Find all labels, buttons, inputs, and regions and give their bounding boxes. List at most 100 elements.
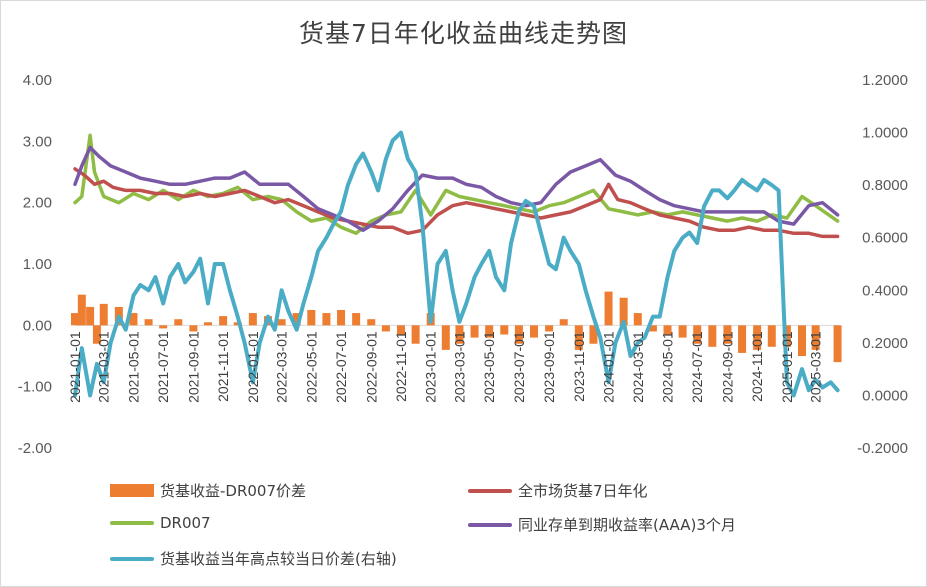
x-tick-label: 2024-01-01 bbox=[601, 331, 617, 403]
bar-spread bbox=[530, 325, 538, 338]
bar-spread bbox=[189, 325, 198, 332]
bar-spread bbox=[219, 316, 228, 326]
bar-spread bbox=[411, 325, 420, 344]
bar-spread bbox=[648, 325, 657, 332]
y-left-tick-label: 3.00 bbox=[23, 133, 52, 150]
bar-spread bbox=[738, 325, 747, 353]
x-tick-label: 2021-07-01 bbox=[155, 331, 171, 403]
x-tick-label: 2022-07-01 bbox=[333, 331, 349, 403]
y-left-tick-label: 4.00 bbox=[23, 72, 52, 89]
bar-spread bbox=[204, 322, 213, 326]
bar-spread bbox=[337, 310, 346, 326]
line-dr007 bbox=[73, 133, 840, 236]
bar-spread bbox=[545, 325, 554, 332]
x-tick-label: 2021-03-01 bbox=[96, 331, 112, 403]
chart-title: 货基7日年化收益曲线走势图 bbox=[299, 19, 628, 48]
x-tick-label: 2021-05-01 bbox=[126, 331, 142, 403]
y-right-tick-label: 1.0000 bbox=[862, 125, 908, 142]
legend-item-ncd: 同业存单到期收益率(AAA)3个月 bbox=[468, 514, 736, 535]
y-right-tick-label: 0.4000 bbox=[862, 282, 908, 299]
bar-spread bbox=[129, 313, 138, 326]
x-tick-label: 2021-09-01 bbox=[185, 331, 201, 403]
x-tick-label: 2024-03-01 bbox=[630, 331, 646, 403]
legend-label-drawdown: 货基收益当年高点较当日价差(右轴) bbox=[160, 550, 397, 568]
bar-spread bbox=[322, 313, 331, 326]
x-tick-label: 2024-05-01 bbox=[660, 331, 676, 403]
bar-spread bbox=[797, 325, 806, 356]
bar-spread bbox=[678, 325, 687, 338]
legend-item-spread: 货基收益-DR007价差 bbox=[110, 480, 306, 501]
bar-spread bbox=[811, 325, 820, 350]
bar-spread bbox=[92, 325, 101, 344]
x-tick-label: 2023-03-01 bbox=[451, 331, 467, 403]
x-tick-label: 2025-01-01 bbox=[779, 331, 795, 403]
x-tick-label: 2023-09-01 bbox=[541, 331, 557, 403]
bar-spread bbox=[396, 325, 405, 335]
x-tick-label: 2023-07-01 bbox=[511, 331, 527, 403]
y-right-tick-label: 0.8000 bbox=[862, 177, 908, 194]
bar-spread bbox=[71, 313, 79, 326]
bar-spread bbox=[307, 310, 316, 326]
bar-spread bbox=[470, 325, 479, 338]
x-tick-label: 2024-11-01 bbox=[749, 331, 765, 402]
legend-item-drawdown: 货基收益当年高点较当日价差(右轴) bbox=[110, 548, 397, 569]
legend-label-ncd: 同业存单到期收益率(AAA)3个月 bbox=[518, 516, 736, 534]
y-left-tick-label: -1.00 bbox=[18, 379, 52, 396]
bar-spread bbox=[514, 325, 523, 344]
x-tick-label: 2022-01-01 bbox=[245, 331, 261, 403]
x-tick-label: 2023-05-01 bbox=[481, 331, 497, 403]
legend-item-dr007: DR007 bbox=[110, 514, 211, 532]
legend-swatch-ncd bbox=[468, 522, 512, 527]
legend-label-mmf: 全市场货基7日年化 bbox=[518, 482, 648, 500]
bar-spread bbox=[86, 306, 95, 326]
x-tick-label: 2024-09-01 bbox=[719, 331, 735, 403]
x-tick-label: 2022-03-01 bbox=[274, 331, 290, 403]
bar-spread bbox=[574, 325, 583, 350]
bar-spread bbox=[633, 313, 642, 326]
legend-swatch-dr007 bbox=[110, 521, 154, 525]
legend-label-dr007: DR007 bbox=[160, 514, 211, 532]
bar-spread bbox=[99, 303, 108, 326]
y-left-tick-label: 1.00 bbox=[23, 256, 52, 273]
legend-swatch-spread bbox=[110, 484, 154, 497]
line-drawdown-right bbox=[73, 130, 840, 398]
bar-spread bbox=[144, 319, 153, 326]
y-left-tick-label: 0.00 bbox=[23, 317, 52, 334]
y-right-tick-label: 0.6000 bbox=[862, 230, 908, 247]
bar-spread bbox=[441, 325, 450, 350]
bar-spread bbox=[352, 313, 361, 326]
bar-spread bbox=[604, 291, 613, 326]
y-left-tick-label: 2.00 bbox=[23, 195, 52, 212]
bar-spread bbox=[708, 325, 717, 347]
bar-spread bbox=[753, 325, 762, 350]
bar-spread bbox=[589, 325, 598, 344]
bar-spread bbox=[485, 325, 494, 338]
x-tick-label: 2021-01-01 bbox=[67, 331, 83, 403]
bar-spread bbox=[381, 325, 390, 332]
bar-spread bbox=[619, 297, 628, 326]
bar-spread bbox=[277, 319, 286, 326]
x-tick-label: 2023-01-01 bbox=[423, 331, 439, 403]
bar-spread bbox=[77, 294, 86, 326]
x-tick-label: 2022-05-01 bbox=[303, 331, 319, 403]
bar-spread bbox=[693, 325, 702, 344]
legend-swatch-drawdown bbox=[110, 556, 154, 561]
y-right-tick-label: 0.2000 bbox=[862, 335, 908, 352]
bar-spread bbox=[663, 325, 672, 335]
bar-spread bbox=[455, 325, 464, 344]
legend-swatch-mmf bbox=[468, 488, 512, 493]
x-tick-label: 2022-11-01 bbox=[393, 331, 409, 402]
bar-spread bbox=[500, 325, 509, 335]
bar-spread bbox=[559, 319, 568, 326]
bar-spread bbox=[159, 325, 168, 329]
x-tick-label: 2022-09-01 bbox=[363, 331, 379, 403]
bar-spread bbox=[833, 325, 842, 363]
line-mmf-7d bbox=[73, 167, 840, 239]
line-ncd-3m bbox=[73, 145, 840, 233]
bar-spread bbox=[367, 319, 376, 326]
x-tick-label: 2025-03-01 bbox=[808, 331, 824, 403]
bar-spread bbox=[723, 325, 732, 344]
legend-label-spread: 货基收益-DR007价差 bbox=[160, 482, 307, 500]
